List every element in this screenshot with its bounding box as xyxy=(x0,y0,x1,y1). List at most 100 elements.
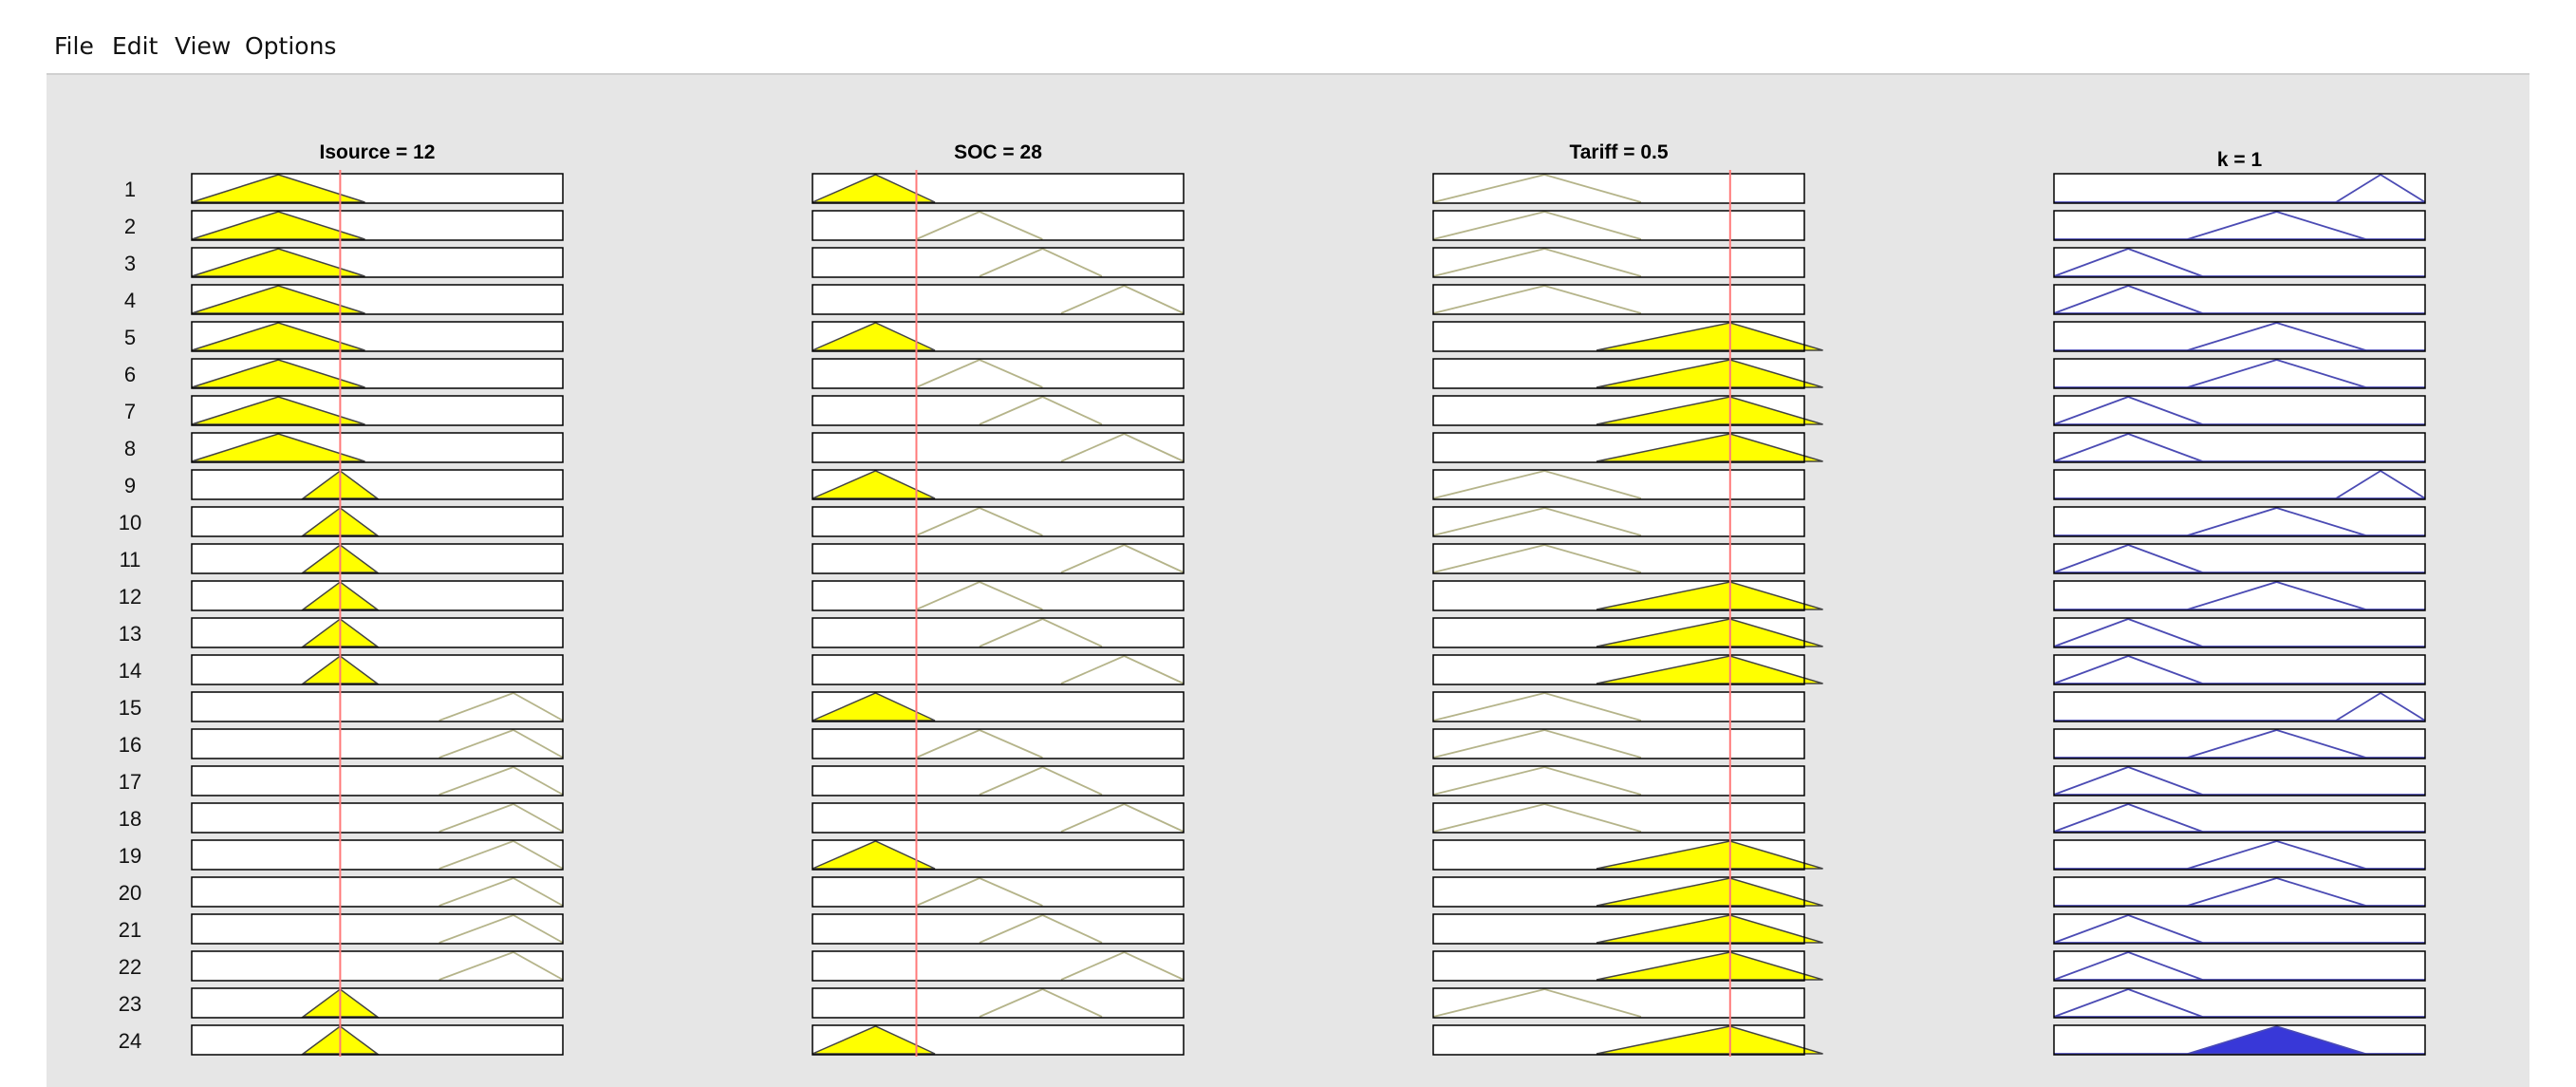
mf-plot-box[interactable] xyxy=(812,914,1184,944)
mf-plot-box[interactable] xyxy=(2054,803,2425,833)
mf-plot-box[interactable] xyxy=(812,877,1184,907)
rule-number[interactable]: 17 xyxy=(119,770,141,794)
mf-plot-box[interactable] xyxy=(192,729,563,759)
rule-number[interactable]: 5 xyxy=(124,326,136,349)
mf-plot-box[interactable] xyxy=(192,618,563,647)
mf-plot-box[interactable] xyxy=(1433,470,1804,499)
mf-plot-box[interactable] xyxy=(192,988,563,1018)
mf-plot-box[interactable] xyxy=(1433,174,1804,203)
mf-plot-box[interactable] xyxy=(812,729,1184,759)
mf-plot-box[interactable] xyxy=(1433,729,1804,759)
mf-plot-box[interactable] xyxy=(1433,285,1804,314)
mf-plot-box[interactable] xyxy=(1433,988,1804,1018)
rule-number[interactable]: 21 xyxy=(119,918,141,942)
mf-plot-box[interactable] xyxy=(1433,507,1804,536)
mf-plot-box[interactable] xyxy=(2054,840,2425,870)
mf-plot-box[interactable] xyxy=(812,396,1184,425)
rule-number[interactable]: 1 xyxy=(124,178,136,201)
mf-plot-box[interactable] xyxy=(812,211,1184,240)
menu-options[interactable]: Options xyxy=(245,32,337,60)
menu-view[interactable]: View xyxy=(175,32,232,60)
mf-triangle xyxy=(2335,173,2426,203)
rule-number[interactable]: 22 xyxy=(119,955,141,979)
rule-number[interactable]: 3 xyxy=(124,252,136,275)
mf-plot-box[interactable] xyxy=(812,433,1184,462)
rule-number[interactable]: 10 xyxy=(119,511,141,534)
mf-plot-box[interactable] xyxy=(2054,766,2425,796)
mf-plot-box[interactable] xyxy=(812,581,1184,610)
mf-plot-box[interactable] xyxy=(2054,618,2425,647)
mf-plot-box[interactable] xyxy=(192,803,563,833)
menu-file[interactable]: File xyxy=(54,32,94,60)
mf-plot-box[interactable] xyxy=(2054,655,2425,684)
rule-number[interactable]: 19 xyxy=(119,844,141,868)
rule-number[interactable]: 23 xyxy=(119,992,141,1016)
rule-number[interactable]: 8 xyxy=(124,437,136,460)
mf-plot-border xyxy=(2053,506,2426,537)
mf-plot-box[interactable] xyxy=(2054,581,2425,610)
mf-plot-box[interactable] xyxy=(812,766,1184,796)
mf-plot-box[interactable] xyxy=(192,877,563,907)
mf-plot-box[interactable] xyxy=(1433,211,1804,240)
rule-number[interactable]: 18 xyxy=(119,807,141,831)
mf-plot-box[interactable] xyxy=(812,359,1184,388)
column-title-soc: SOC = 28 xyxy=(954,141,1042,163)
mf-plot-box[interactable] xyxy=(1433,544,1804,573)
rule-number[interactable]: 9 xyxy=(124,474,136,497)
rule-number[interactable]: 12 xyxy=(119,585,141,609)
mf-plot-box[interactable] xyxy=(2054,729,2425,759)
rule-number[interactable]: 14 xyxy=(119,659,141,683)
mf-plot-box[interactable] xyxy=(1433,692,1804,722)
mf-plot-box[interactable] xyxy=(192,470,563,499)
rule-number[interactable]: 20 xyxy=(119,881,141,905)
mf-plot-box[interactable] xyxy=(2054,285,2425,314)
mf-plot-box[interactable] xyxy=(2054,914,2425,944)
mf-plot-box[interactable] xyxy=(812,248,1184,277)
mf-plot-box[interactable] xyxy=(192,840,563,870)
mf-plot-box[interactable] xyxy=(2054,988,2425,1018)
rule-number[interactable]: 24 xyxy=(119,1029,141,1053)
mf-plot-box[interactable] xyxy=(812,544,1184,573)
mf-plot-box[interactable] xyxy=(812,803,1184,833)
mf-plot-box[interactable] xyxy=(192,544,563,573)
mf-plot-box[interactable] xyxy=(812,618,1184,647)
mf-plot-box[interactable] xyxy=(2054,877,2425,907)
mf-plot-box[interactable] xyxy=(2054,322,2425,351)
mf-plot-box[interactable] xyxy=(2054,211,2425,240)
mf-plot-box[interactable] xyxy=(2054,396,2425,425)
rule-number[interactable]: 15 xyxy=(119,696,141,720)
mf-plot-box[interactable] xyxy=(812,655,1184,684)
mf-plot-box[interactable] xyxy=(812,507,1184,536)
rule-number[interactable]: 13 xyxy=(119,622,141,646)
mf-plot-box[interactable] xyxy=(2054,951,2425,981)
mf-plot-box[interactable] xyxy=(192,914,563,944)
mf-plot-box[interactable] xyxy=(1433,248,1804,277)
rule-number[interactable]: 2 xyxy=(124,215,136,238)
mf-plot-box[interactable] xyxy=(2054,359,2425,388)
mf-plot-box[interactable] xyxy=(192,655,563,684)
mf-plot-box[interactable] xyxy=(812,285,1184,314)
mf-plot-box[interactable] xyxy=(192,766,563,796)
mf-plot-box[interactable] xyxy=(1433,803,1804,833)
mf-plot-box[interactable] xyxy=(2054,507,2425,536)
mf-plot-box[interactable] xyxy=(1433,766,1804,796)
mf-plot-box[interactable] xyxy=(192,692,563,722)
mf-plot-box[interactable] xyxy=(812,988,1184,1018)
mf-plot-box[interactable] xyxy=(2054,470,2425,499)
mf-plot-box[interactable] xyxy=(192,507,563,536)
menu-edit[interactable]: Edit xyxy=(112,32,159,60)
rule-number[interactable]: 6 xyxy=(124,363,136,386)
mf-plot-box[interactable] xyxy=(192,951,563,981)
rule-number[interactable]: 16 xyxy=(119,733,141,757)
mf-plot-box[interactable] xyxy=(2054,248,2425,277)
mf-plot-box[interactable] xyxy=(2054,544,2425,573)
rule-number[interactable]: 11 xyxy=(120,548,141,572)
mf-plot-box[interactable] xyxy=(192,581,563,610)
rule-number[interactable]: 4 xyxy=(124,289,136,312)
mf-plot-box[interactable] xyxy=(2054,174,2425,203)
mf-plot-box[interactable] xyxy=(2054,692,2425,722)
mf-plot-box[interactable] xyxy=(2054,433,2425,462)
mf-plot-box[interactable] xyxy=(192,1025,563,1055)
rule-number[interactable]: 7 xyxy=(124,400,136,423)
mf-plot-box[interactable] xyxy=(812,951,1184,981)
